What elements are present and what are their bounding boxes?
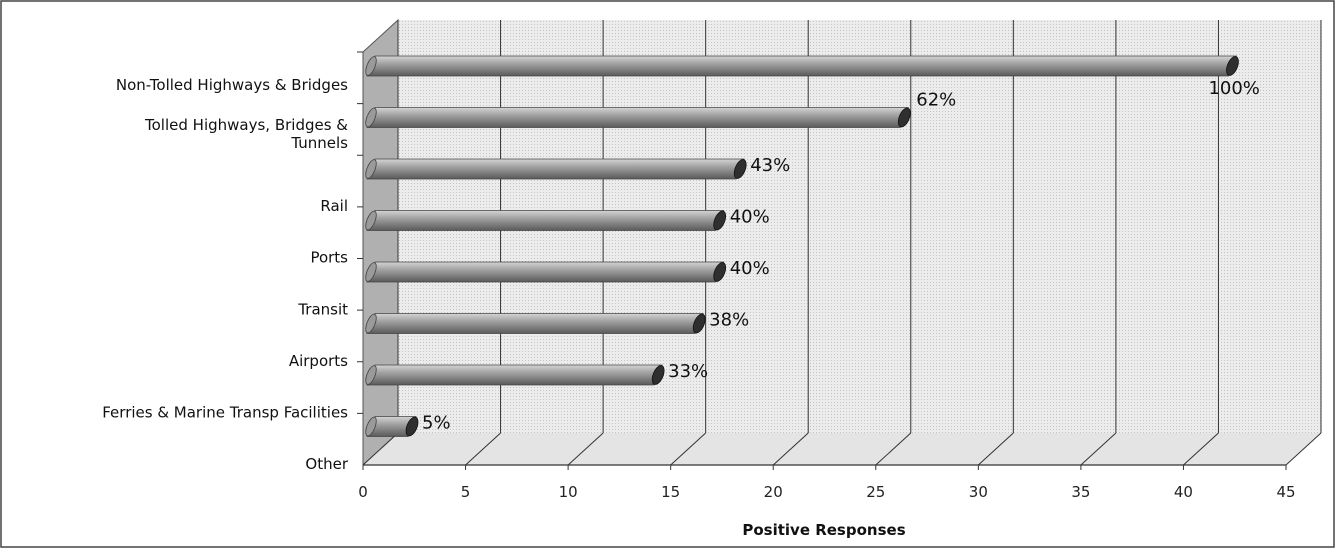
bar-body (367, 314, 703, 334)
x-tick-label: 5 (461, 483, 471, 501)
data-label: 62% (916, 90, 956, 111)
x-tick-label: 30 (969, 483, 988, 501)
bar-body (367, 211, 724, 231)
data-label: 43% (750, 155, 790, 176)
category-label: Non-Tolled Highways & Bridges (116, 76, 348, 94)
category-label: Ports (310, 249, 348, 267)
x-tick-label: 15 (661, 483, 680, 501)
plot-floor (363, 433, 1321, 465)
category-label: Rail (320, 197, 348, 215)
bar-body (367, 262, 724, 282)
data-label: 33% (668, 361, 708, 382)
x-axis-ticks: 0 5 10 15 20 25 30 35 40 45 (358, 465, 1295, 501)
x-tick-label: 25 (866, 483, 885, 501)
bar-body (367, 56, 1236, 76)
data-label: 40% (730, 207, 770, 228)
bar: 38% (364, 310, 750, 335)
category-label: Airports (289, 352, 348, 370)
data-label: 5% (422, 413, 451, 434)
x-tick-label: 35 (1071, 483, 1090, 501)
bar: 40% (364, 207, 770, 232)
x-tick-label: 20 (764, 483, 783, 501)
bar: 33% (364, 361, 709, 386)
bar-body (367, 365, 662, 385)
bar-body (367, 159, 744, 179)
x-tick-label: 0 (358, 483, 368, 501)
category-label: Transit (297, 300, 348, 318)
x-axis-title: Positive Responses (742, 521, 905, 539)
category-labels: Non-Tolled Highways & Bridges Tolled High… (102, 76, 349, 473)
category-label: Other (305, 455, 348, 473)
bar-body (367, 108, 908, 128)
x-tick-label: 45 (1276, 483, 1295, 501)
data-label: 40% (730, 258, 770, 279)
x-tick-label: 10 (559, 483, 578, 501)
category-label: Tolled Highways, Bridges & Tunnels (144, 116, 348, 152)
category-label-line: Tolled Highways, Bridges & (144, 116, 348, 134)
data-label: 38% (709, 310, 749, 331)
bar: 43% (364, 155, 791, 180)
data-label: 100% (1208, 78, 1259, 99)
bar: 40% (364, 258, 770, 283)
x-tick-label: 40 (1174, 483, 1193, 501)
plot-left-wall (363, 20, 398, 465)
category-label: Ferries & Marine Transp Facilities (102, 404, 348, 422)
category-label-line: Tunnels (290, 134, 348, 152)
